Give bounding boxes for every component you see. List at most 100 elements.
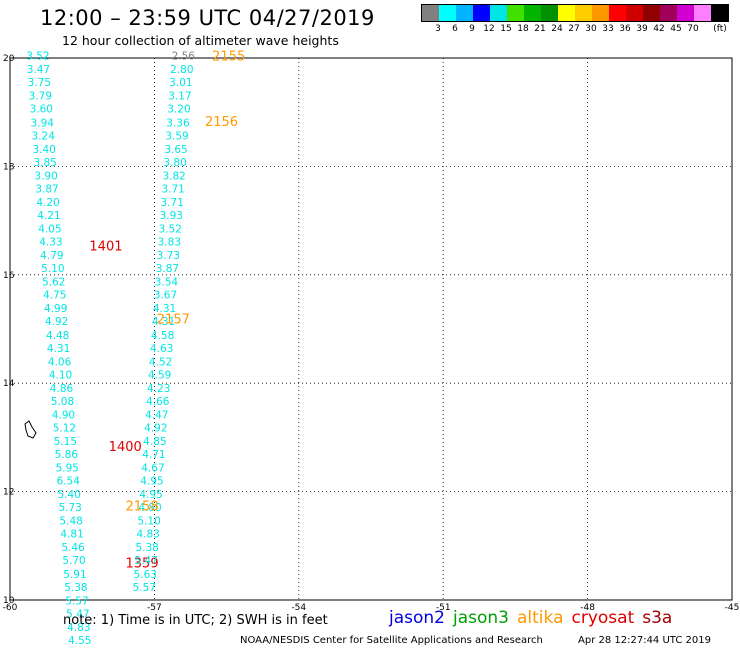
wave-height-value: 3.54 [155, 277, 179, 289]
wave-height-value: 3.71 [161, 197, 184, 209]
wave-height-value: 3.65 [164, 144, 187, 156]
wave-height-value: 3.36 [166, 117, 190, 129]
legend-unit: (ft) [713, 24, 727, 34]
wave-height-value: 5.08 [51, 396, 74, 408]
legend-label: 70 [687, 24, 699, 34]
wave-height-value: 3.85 [33, 157, 56, 169]
wave-height-value: 4.05 [38, 224, 61, 236]
footer-timestamp: Apr 28 12:27:44 UTC 2019 [578, 635, 711, 646]
legend-label: 6 [452, 24, 458, 34]
wave-height-value: 5.38 [135, 542, 158, 554]
map-subtitle: 12 hour collection of altimeter wave hei… [62, 33, 339, 48]
wave-height-value: 3.94 [31, 117, 55, 129]
wave-height-value: 3.17 [168, 91, 191, 103]
pass-time-label: 2158 [126, 500, 159, 515]
wave-height-value: 4.21 [37, 210, 60, 222]
wave-height-value: 3.90 [34, 170, 57, 182]
satellite-cryosat: cryosat [571, 608, 635, 628]
wave-height-value: 4.75 [43, 290, 66, 302]
wave-height-value: 3.59 [165, 130, 188, 142]
wave-height-value: 3.87 [156, 263, 179, 275]
wave-height-value: 3.52 [159, 224, 182, 236]
legend-label: 39 [636, 24, 648, 34]
legend-swatch [677, 5, 694, 21]
island-outline [24, 420, 37, 439]
legend-swatch [558, 5, 575, 21]
wave-height-value: 4.66 [146, 396, 170, 408]
pass-time-label: 2156 [205, 115, 238, 130]
wave-height-value: 4.90 [52, 409, 75, 421]
wave-height-value: 4.48 [46, 330, 69, 342]
wave-height-value: 4.06 [48, 356, 72, 368]
legend-swatch [490, 5, 507, 21]
wave-height-value: 4.80 [138, 502, 161, 514]
wave-height-value: 3.82 [162, 170, 185, 182]
footer-credit: NOAA/NESDIS Center for Satellite Applica… [240, 635, 543, 646]
satellite-jason2: jason2 [389, 608, 445, 628]
legend-label: 18 [517, 24, 529, 34]
wave-height-value: 4.23 [147, 383, 170, 395]
wave-height-value: 5.57 [65, 595, 88, 607]
wave-height-value: 3.79 [29, 91, 52, 103]
legend-label: 45 [670, 24, 682, 34]
legend-label: 36 [619, 24, 631, 34]
wave-height-value: 4.10 [49, 369, 72, 381]
legend-swatch [694, 5, 711, 21]
satellite-jason3: jason3 [453, 608, 509, 628]
wave-height-value: 5.91 [63, 569, 86, 581]
wave-height-value: 4.83 [67, 622, 90, 634]
satellite-legend: jason2 jason3 altika cryosat s3a [389, 608, 680, 628]
legend-swatch [643, 5, 660, 21]
wave-height-value: 4.52 [149, 356, 172, 368]
wave-height-value: 3.80 [163, 157, 186, 169]
legend-swatch [660, 5, 677, 21]
pass-time-label: 2157 [157, 313, 190, 328]
wave-height-value: 3.24 [32, 130, 56, 142]
legend-swatches [421, 4, 729, 22]
legend-label: 33 [602, 24, 614, 34]
wave-height-value: 4.95 [140, 476, 163, 488]
pass-time-label: 1359 [126, 556, 159, 571]
legend-label: 9 [469, 24, 475, 34]
wave-height-value: 5.15 [54, 436, 77, 448]
wave-height-value: 4.81 [60, 529, 83, 541]
wave-height-value: 3.52 [26, 51, 49, 63]
legend-label: 30 [585, 24, 597, 34]
lon-tick-label: -48 [580, 603, 595, 613]
footer-note: note: 1) Time is in UTC; 2) SWH is in fe… [63, 613, 328, 628]
legend-swatch [626, 5, 643, 21]
wave-height-value: 4.85 [143, 436, 166, 448]
wave-height-value: 3.75 [28, 77, 51, 89]
legend-swatch [541, 5, 558, 21]
legend-labels: 3 6 9 12 15 18 21 24 27 30 33 36 39 42 45 70 (ft) [421, 22, 729, 36]
satellite-s3a: s3a [642, 608, 673, 628]
lat-tick-label: 20 [3, 54, 15, 64]
wave-height-value: 4.92 [144, 422, 167, 434]
legend-label: 3 [435, 24, 441, 34]
legend-swatch [473, 5, 490, 21]
wave-height-value: 5.10 [41, 263, 64, 275]
wave-height-value: 4.79 [40, 250, 63, 262]
legend-swatch [711, 5, 728, 21]
map-title: 12:00 – 23:59 UTC 04/27/2019 [40, 6, 375, 30]
wave-height-value: 3.67 [154, 290, 177, 302]
wave-height-value: 5.40 [58, 489, 81, 501]
map-frame [9, 57, 733, 601]
wave-height-value: 2.56 [172, 51, 196, 63]
legend-label: 15 [500, 24, 512, 34]
legend-swatch [524, 5, 541, 21]
legend-swatch [592, 5, 609, 21]
wave-height-value: 3.60 [30, 104, 53, 116]
wave-height-value: 6.54 [57, 476, 81, 488]
wave-height-value: 4.31 [153, 303, 176, 315]
lat-tick-label: 14 [3, 379, 15, 389]
wave-height-value: 4.55 [68, 635, 91, 647]
lat-tick-label: 16 [3, 271, 15, 281]
wave-height-value: 4.33 [39, 237, 62, 249]
wave-height-value: 4.59 [148, 369, 171, 381]
wave-height-value: 4.92 [45, 316, 68, 328]
legend-label: 24 [551, 24, 563, 34]
legend-swatch [507, 5, 524, 21]
wave-height-value: 4.86 [50, 383, 74, 395]
color-legend: 3 6 9 12 15 18 21 24 27 30 33 36 39 42 45 70 (ft) [421, 4, 729, 36]
